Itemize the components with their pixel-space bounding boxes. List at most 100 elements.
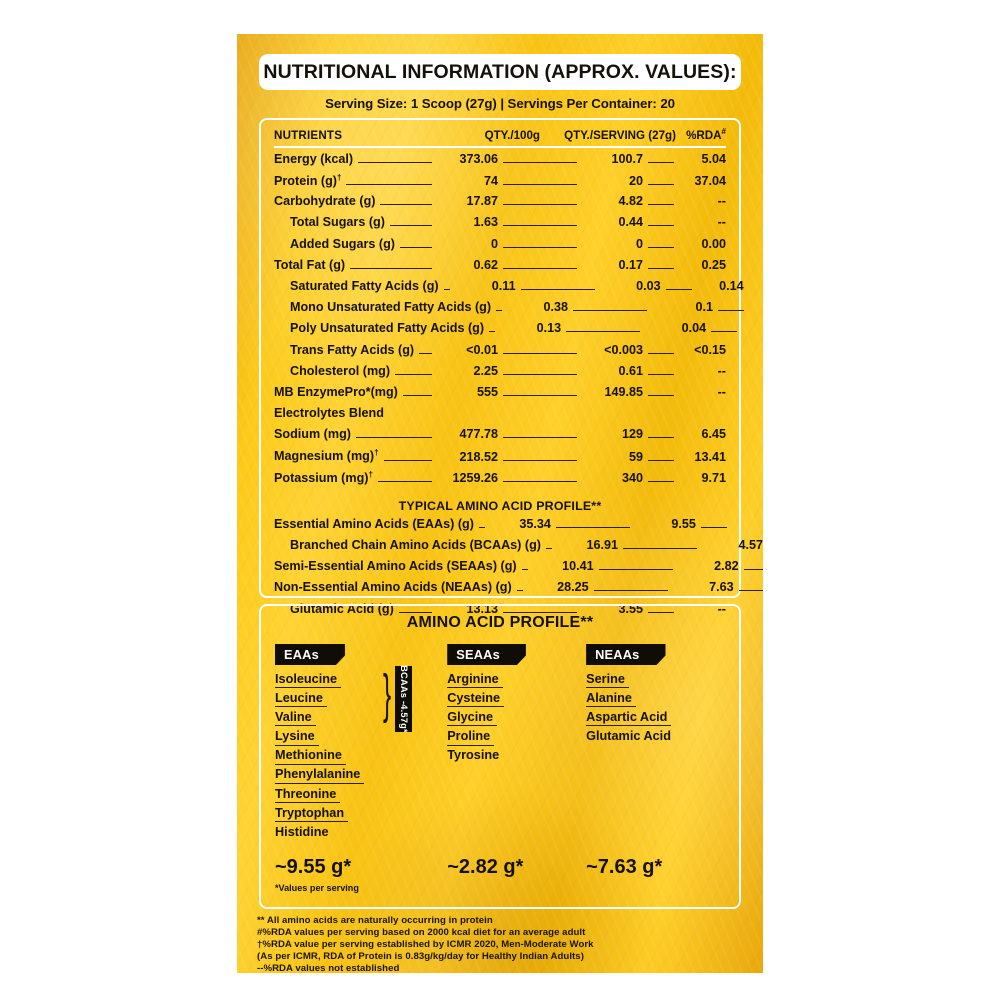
leader-dots — [377, 480, 432, 482]
leader-dots — [383, 459, 432, 461]
value-qty-serving: 0.03 — [636, 278, 661, 293]
value-rda: 0.25 — [701, 257, 726, 272]
value-qty-100g: 0.38 — [543, 300, 569, 315]
nutrient-superscript: † — [336, 173, 342, 183]
leader-dots — [419, 352, 432, 354]
leader-dots — [566, 331, 641, 333]
amino-column-seaas: SEAAs Arginine Cysteine Glycine Proline Tyros… — [447, 644, 586, 842]
leader-dots — [503, 225, 577, 227]
footnote-line: †%RDA value per serving established by I… — [257, 939, 594, 951]
nutrient-name: Branched Chain Amino Acids (BCAAs) (g) — [290, 538, 541, 553]
value-qty-100g: 10.41 — [562, 559, 594, 574]
nutrient-name: Trans Fatty Acids (g) — [290, 342, 415, 357]
leader-dots — [503, 416, 577, 417]
typical-amino-acid-subtitle: TYPICAL AMINO ACID PROFILE** — [398, 498, 602, 513]
value-rda: -- — [717, 384, 726, 399]
amino-acid-name: Valine — [275, 709, 316, 727]
list-item: Methionine — [275, 746, 447, 765]
nutrient-name: Cholesterol (mg) — [290, 363, 391, 378]
amino-acid-name: Proline — [447, 728, 495, 746]
table-row: Sodium (mg) 477.78 129 6.45 — [274, 427, 726, 448]
value-rda: 5.04 — [701, 151, 726, 166]
leader-dots — [648, 204, 674, 206]
leader-dots — [555, 526, 630, 528]
values-per-serving-note: *Values per serving — [275, 882, 359, 893]
leader-dots — [545, 548, 552, 550]
value-rda: -- — [717, 601, 726, 616]
amino-acid-name: Alanine — [586, 690, 636, 708]
list-item: Tyrosine — [447, 746, 586, 765]
list-item: Proline — [447, 727, 586, 746]
value-qty-100g: 0.62 — [473, 257, 498, 272]
list-item: Leucine — [275, 689, 447, 708]
amino-acid-name: Arginine — [447, 671, 503, 689]
leader-dots — [573, 310, 648, 312]
col-header-nutrients: NUTRIENTS — [274, 128, 343, 142]
leader-dots — [700, 526, 727, 528]
list-item: Tryptophan — [275, 804, 447, 823]
leader-dots — [648, 161, 674, 163]
value-qty-100g: 477.78 — [459, 427, 498, 442]
leader-dots — [503, 611, 577, 613]
table-row: Added Sugars (g) 0 0 0.00 — [274, 237, 726, 258]
table-row: Magnesium (mg)† 218.52 59 13.41 — [274, 448, 726, 469]
nutrient-name: Mono Unsaturated Fatty Acids (g) — [290, 300, 492, 315]
value-qty-serving: 20 — [628, 174, 643, 189]
table-row: Energy (kcal) 373.06 100.7 5.04 — [274, 152, 726, 173]
list-item: Valine — [275, 708, 447, 727]
value-qty-100g: 16.91 — [586, 538, 618, 553]
leader-dots — [711, 331, 738, 333]
bcaa-brace-icon: } — [383, 664, 392, 725]
value-qty-100g: 1259.26 — [452, 470, 498, 485]
list-item: Histidine — [275, 823, 447, 842]
leader-dots — [743, 569, 763, 571]
amino-column-neaas: NEAAs Serine Alanine Aspartic Acid Glutamic … — [586, 644, 725, 842]
banner-word-bcaa: BCAA — [580, 34, 615, 44]
leader-dots — [503, 161, 577, 163]
table-row: Electrolytes Blend — [274, 406, 726, 427]
leader-dots — [648, 184, 674, 186]
value-rda: 0.00 — [701, 236, 726, 251]
leader-dots — [738, 590, 763, 592]
list-item: Alanine — [586, 689, 725, 708]
amino-acid-profile-title: AMINO ACID PROFILE** — [406, 614, 594, 631]
amino-acid-name: Serine — [586, 671, 629, 689]
value-qty-100g: 218.52 — [459, 449, 498, 464]
value-qty-serving: 9.55 — [671, 516, 696, 531]
value-rda: 0.14 — [719, 278, 744, 293]
value-qty-serving: 59 — [628, 449, 643, 464]
table-row: Poly Unsaturated Fatty Acids (g) 0.13 0.04… — [274, 321, 738, 342]
leader-dots — [443, 288, 450, 290]
table-row: Mono Unsaturated Fatty Acids (g)0.380.1-… — [274, 300, 745, 321]
leader-dots — [398, 611, 432, 613]
value-qty-serving: 340 — [621, 470, 643, 485]
leader-dots — [593, 590, 668, 592]
list-item: Glycine — [447, 708, 586, 727]
amino-acid-columns: EAAs Isoleucine Leucine Valine Lysine Methion… — [275, 644, 725, 842]
leader-dots — [648, 459, 674, 461]
nutrient-name: Magnesium (mg)† — [274, 448, 379, 464]
table-row: Carbohydrate (g) 17.87 4.82 -- — [274, 194, 726, 215]
value-qty-100g: 0 — [490, 236, 498, 251]
amino-acid-name: Methionine — [275, 747, 346, 765]
value-qty-100g: 0.11 — [491, 278, 516, 293]
amino-total-eaas: ~9.55 g* — [275, 855, 352, 878]
leader-dots — [648, 394, 674, 396]
value-rda: -- — [731, 517, 763, 531]
list-item: Threonine — [275, 785, 447, 804]
value-qty-100g: 35.34 — [519, 516, 551, 531]
nutritional-information-title: NUTRITIONAL INFORMATION (APPROX. VALUES)… — [259, 54, 741, 90]
value-qty-100g: 555 — [476, 384, 498, 399]
leader-dots — [516, 590, 523, 592]
value-qty-serving: 4.57 — [738, 538, 763, 553]
amino-acid-name: Threonine — [275, 786, 341, 803]
leader-dots — [503, 184, 577, 186]
value-qty-serving: 0.17 — [618, 257, 643, 272]
amino-acid-name: Aspartic Acid — [586, 709, 672, 727]
value-qty-100g: 0.13 — [536, 321, 562, 336]
footnote-line: ** All amino acids are naturally occurri… — [257, 915, 493, 926]
leader-dots — [380, 204, 432, 206]
list-item: Aspartic Acid — [586, 708, 725, 727]
table-row: Saturated Fatty Acids (g) 0.11 0.03 0.14 — [274, 278, 744, 300]
leader-dots — [503, 267, 577, 269]
